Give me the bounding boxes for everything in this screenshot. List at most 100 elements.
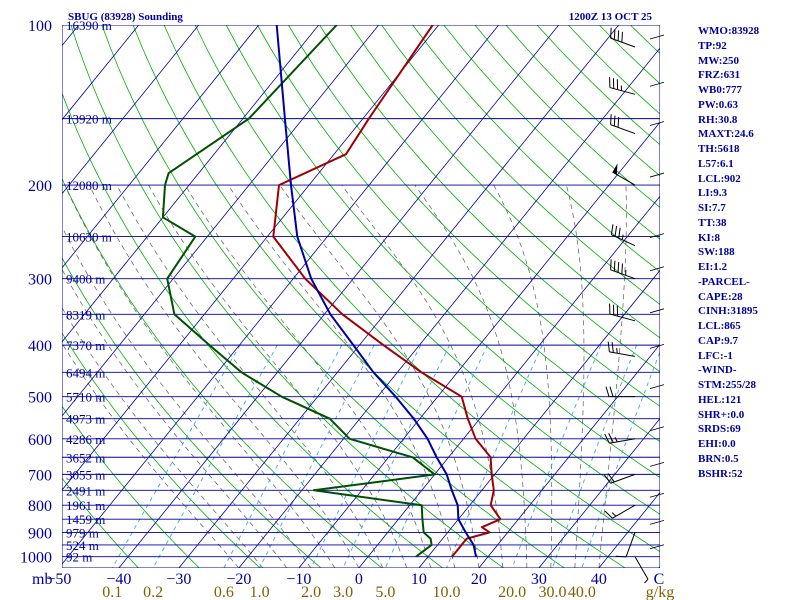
wind-barb	[615, 532, 636, 558]
height-label: 3055 m	[66, 467, 105, 482]
isotherm	[178, 25, 620, 568]
wind-barb	[609, 303, 636, 322]
wind-barb-flag	[613, 29, 616, 40]
dry-adiabat	[62, 91, 443, 568]
index-entry: -WIND-	[698, 364, 737, 377]
wind-barb-tick	[649, 34, 665, 40]
wind-barb-tick	[649, 121, 665, 126]
height-label: 12080 m	[66, 178, 112, 193]
mixing-ratio-line	[259, 344, 375, 568]
wind-barb-staff	[610, 37, 636, 48]
moist-adiabat	[116, 184, 384, 568]
height-label: 6494 m	[66, 365, 105, 380]
wind-barb-staff	[610, 124, 636, 135]
height-label: 979 m	[66, 525, 99, 540]
wind-barb-flag	[610, 27, 612, 39]
index-entry: FRZ:631	[698, 69, 741, 82]
wind-barb-tick	[649, 344, 665, 349]
wind-barb-flag	[614, 225, 618, 237]
height-label: 9400 m	[66, 272, 105, 287]
temperature-axis: −50 −40 −30 −20 −10 0 10 20 30 40 C	[46, 571, 664, 588]
mixing-ratio-tick-label: 2.0	[301, 584, 321, 600]
wind-barb-flag	[617, 116, 620, 128]
dry-adiabat	[256, 25, 660, 443]
moist-adiabat	[414, 184, 528, 568]
pressure-tick-label: 600	[28, 432, 52, 449]
index-entry: TP:92	[698, 39, 727, 52]
index-entry: -PARCEL-	[698, 275, 750, 288]
isotherm	[62, 25, 380, 417]
wind-barb	[610, 259, 636, 280]
temperature-profile	[272, 25, 502, 558]
pressure-tick-label: 500	[28, 390, 52, 407]
index-entry: SRDS:69	[698, 423, 741, 436]
wind-barb-tick	[649, 81, 665, 87]
mixing-ratio-line	[342, 344, 450, 568]
isotherm	[478, 343, 660, 568]
mixing-ratio-line	[446, 344, 543, 568]
dry-adiabats	[62, 25, 660, 568]
pressure-axis: 100 200 300 400 500 600 700 800 900 1000 mb	[20, 18, 52, 588]
isotherm	[62, 25, 440, 491]
mixing-ratio-tick-label: 20.0	[498, 584, 526, 600]
wind-barb-flag	[604, 433, 610, 444]
dry-adiabat	[62, 477, 139, 568]
moist-adiabat	[566, 185, 585, 568]
isotherm	[238, 47, 660, 568]
wind-barb-flag	[607, 341, 610, 352]
wind-barb-half-flag	[644, 578, 649, 584]
wind-barb-half-flag	[611, 512, 617, 517]
height-label: 4973 m	[66, 412, 105, 427]
wind-barb-flag	[613, 260, 616, 272]
temperature-tick-label: −30	[166, 571, 191, 588]
wind-barb-staff	[610, 269, 636, 280]
wind-barb-staff	[609, 87, 636, 95]
isotherm	[0, 25, 19, 568]
wind-barb-staff	[609, 351, 636, 357]
pressure-tick-label: 300	[28, 272, 52, 289]
wind-barb-tick	[649, 172, 665, 178]
wind-barb-flag	[605, 386, 610, 397]
temperature-tick-label: 30	[531, 571, 547, 588]
index-entry: BSHR:52	[698, 467, 743, 480]
index-entry: MAXT:24.6	[698, 128, 754, 141]
pressure-tick-label: 1000	[20, 550, 52, 567]
index-entry: CINH:31895	[698, 305, 758, 318]
pressure-tick-label: 100	[28, 18, 52, 35]
height-label: 2491 m	[66, 483, 105, 498]
wind-barb	[634, 556, 649, 584]
profile-lines	[161, 25, 502, 558]
moist-adiabat	[62, 307, 264, 568]
dry-adiabat	[62, 332, 261, 568]
moist-adiabat	[598, 185, 627, 568]
height-labels: 16390 m 13920 m 12080 m 10630 m 9400 m 8319 m…	[66, 18, 112, 565]
wind-barb-staff	[634, 556, 649, 580]
moist-adiabat	[62, 226, 312, 568]
wind-barb-half-flag	[621, 234, 624, 240]
moist-adiabat	[148, 184, 408, 568]
wind-barb-staff	[610, 473, 636, 484]
pressure-tick-label: 200	[28, 178, 52, 195]
wind-barb-tick	[649, 426, 665, 432]
isotherm	[62, 25, 200, 195]
mixing-ratio-tick-label: 5.0	[375, 584, 395, 600]
wind-barb-flag	[617, 262, 620, 273]
wind-barb-flag	[610, 259, 612, 270]
dry-adiabat	[288, 25, 660, 407]
wind-barb	[604, 433, 636, 444]
mixing-ratio-tick-label: 10.0	[433, 584, 461, 600]
wind-barb	[610, 114, 636, 135]
dry-adiabat	[132, 25, 626, 568]
wind-barb-staff	[625, 532, 636, 558]
mixing-ratio-line	[111, 344, 241, 568]
index-entry: SHR+:0.0	[698, 408, 745, 421]
height-label: 524 m	[66, 538, 99, 553]
index-entry: CAPE:28	[698, 290, 743, 303]
isotherm	[538, 417, 660, 568]
height-label: 8319 m	[66, 307, 105, 322]
wind-barb-flag	[603, 474, 611, 484]
isotherm	[118, 25, 560, 568]
mixing-ratio-tick-label: 3.0	[333, 584, 353, 600]
wind-barb	[603, 473, 636, 484]
